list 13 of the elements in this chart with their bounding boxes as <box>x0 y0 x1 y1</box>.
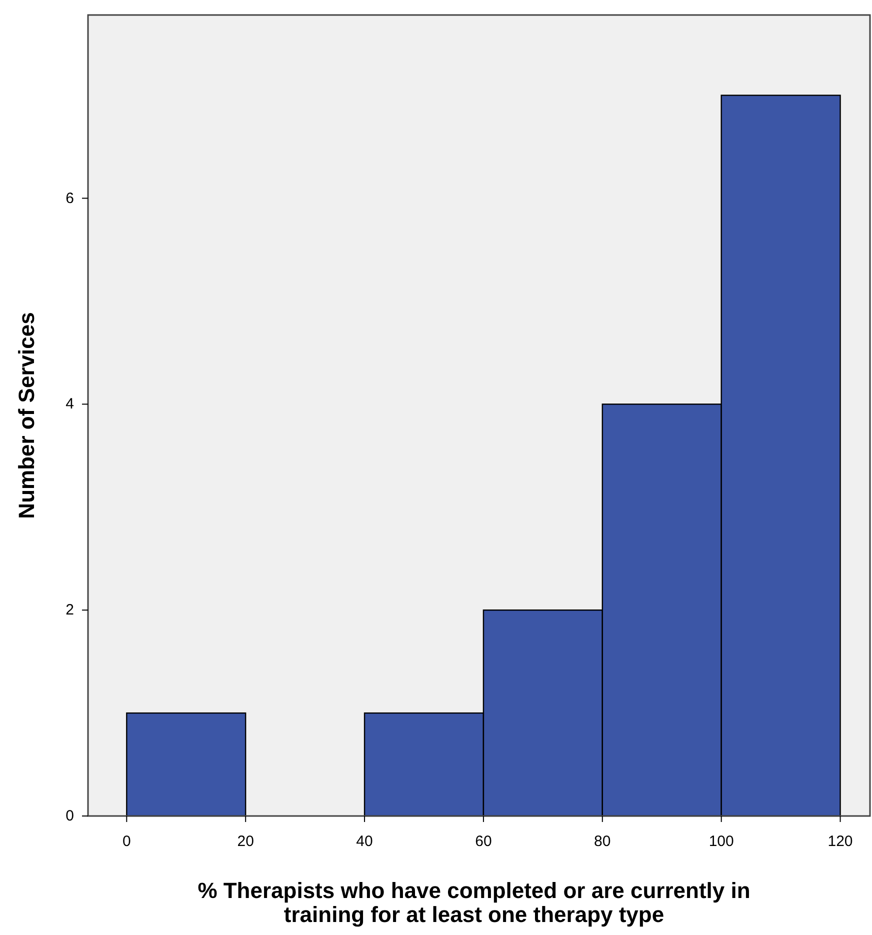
x-tick-label: 80 <box>594 833 611 850</box>
x-tick-label: 120 <box>828 833 853 850</box>
y-tick-label: 0 <box>66 808 74 824</box>
y-tick-label: 4 <box>66 396 74 413</box>
x-tick-label: 0 <box>122 833 131 850</box>
x-tick-label: 60 <box>475 833 492 850</box>
x-tick-label: 100 <box>708 833 734 850</box>
y-tick-label: 2 <box>66 602 74 619</box>
x-axis-title: % Therapists who have completed or are currently in training for at least one therapy type <box>198 878 750 927</box>
x-tick-label: 20 <box>237 833 254 850</box>
y-tick-label: 6 <box>66 190 74 207</box>
y-axis-title: Number of Services <box>14 312 39 519</box>
x-tick-label: 40 <box>356 833 373 850</box>
